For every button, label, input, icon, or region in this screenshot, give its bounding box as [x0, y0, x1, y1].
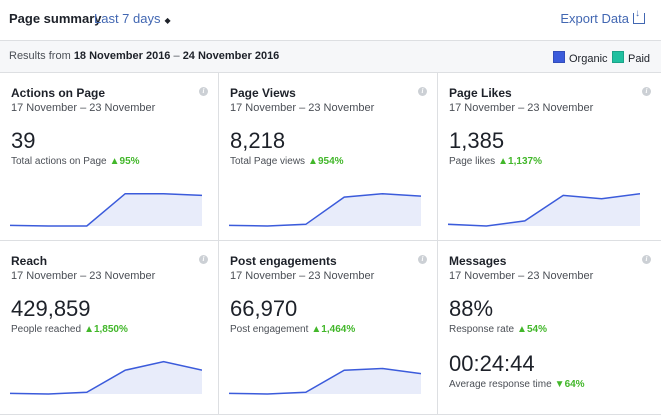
date-range-dropdown[interactable]: Last 7 days ◆ [94, 11, 171, 26]
metrics-grid: Actions on Page 17 November – 23 Novembe… [0, 73, 661, 415]
sparkline-line [448, 192, 640, 227]
card-title: Post engagements [230, 254, 337, 268]
info-icon[interactable]: i [199, 87, 208, 96]
export-data-label: Export Data [560, 11, 629, 26]
legend-paid: Paid [612, 51, 650, 65]
info-icon[interactable]: i [642, 87, 651, 96]
metric-value: 1,385 [449, 128, 505, 153]
card-dates: 17 November – 23 November [230, 102, 375, 114]
legend-organic: Organic [553, 51, 608, 65]
card-messages[interactable]: Messages 17 November – 23 November i 88%… [438, 241, 661, 415]
sparkline-line [229, 192, 421, 227]
change-up: ▲1,464% [311, 324, 356, 335]
change-up: ▲1,137% [498, 156, 542, 167]
export-data-button[interactable]: Export Data [560, 8, 645, 26]
header-bar: Page summary Last 7 days ◆ Export Data [0, 0, 661, 41]
sparkline [448, 192, 640, 227]
card-title: Reach [11, 254, 48, 268]
metric-subtext: Total Page views ▲954% [230, 156, 344, 167]
card-title: Actions on Page [11, 86, 106, 100]
metric-subtext: Page likes ▲1,137% [449, 156, 542, 167]
sparkline-area [10, 361, 202, 394]
card-dates: 17 November – 23 November [11, 270, 156, 282]
card-title: Messages [449, 254, 507, 268]
results-end-date: 24 November 2016 [182, 50, 280, 62]
response-time-value: 00:24:44 [449, 351, 535, 376]
sparkline-area [10, 193, 202, 226]
change-down: ▼64% [554, 379, 585, 390]
response-rate-subtext: Response rate ▲54% [449, 324, 547, 335]
card-page-likes[interactable]: Page Likes 17 November – 23 November i 1… [438, 73, 661, 241]
response-time-subtext: Average response time ▼64% [449, 379, 585, 390]
change-up: ▲95% [109, 156, 140, 167]
page-title: Page summary [9, 11, 102, 26]
metric-value: 39 [11, 128, 36, 153]
info-icon[interactable]: i [642, 255, 651, 264]
card-title: Page Likes [449, 86, 512, 100]
sparkline-area [448, 193, 640, 226]
sparkline-area [229, 193, 421, 226]
card-dates: 17 November – 23 November [449, 270, 594, 282]
results-bar: Results from 18 November 2016 – 24 Novem… [0, 41, 661, 73]
results-range-text: Results from 18 November 2016 – 24 Novem… [9, 50, 280, 62]
sparkline-line [229, 367, 421, 395]
card-post-engagements[interactable]: Post engagements 17 November – 23 Novemb… [219, 241, 438, 415]
sparkline-line [10, 192, 202, 227]
card-dates: 17 November – 23 November [230, 270, 375, 282]
change-up: ▲954% [308, 156, 344, 167]
metric-subtext: Post engagement ▲1,464% [230, 324, 356, 335]
dropdown-caret-icon: ◆ [164, 16, 171, 25]
info-icon[interactable]: i [418, 87, 427, 96]
info-icon[interactable]: i [199, 255, 208, 264]
change-up: ▲1,850% [84, 324, 128, 335]
card-dates: 17 November – 23 November [449, 102, 594, 114]
card-actions-on-page[interactable]: Actions on Page 17 November – 23 Novembe… [0, 73, 219, 241]
metric-value: 66,970 [230, 296, 298, 321]
sparkline [229, 367, 421, 395]
change-up: ▲54% [517, 324, 547, 335]
date-range-label: Last 7 days [94, 11, 161, 26]
paid-swatch [612, 51, 624, 63]
card-dates: 17 November – 23 November [11, 102, 156, 114]
card-page-views[interactable]: Page Views 17 November – 23 November i 8… [219, 73, 438, 241]
download-icon [633, 8, 645, 24]
organic-swatch [553, 51, 565, 63]
card-reach[interactable]: Reach 17 November – 23 November i 429,85… [0, 241, 219, 415]
sparkline-line [10, 360, 202, 395]
metric-value: 429,859 [11, 296, 91, 321]
metric-subtext: People reached ▲1,850% [11, 324, 128, 335]
response-rate-value: 88% [449, 296, 494, 321]
sparkline [10, 360, 202, 395]
metric-subtext: Total actions on Page ▲95% [11, 156, 140, 167]
sparkline [10, 192, 202, 227]
info-icon[interactable]: i [418, 255, 427, 264]
metric-value: 8,218 [230, 128, 286, 153]
sparkline [229, 192, 421, 227]
card-title: Page Views [230, 86, 296, 100]
results-start-date: 18 November 2016 [73, 50, 171, 62]
